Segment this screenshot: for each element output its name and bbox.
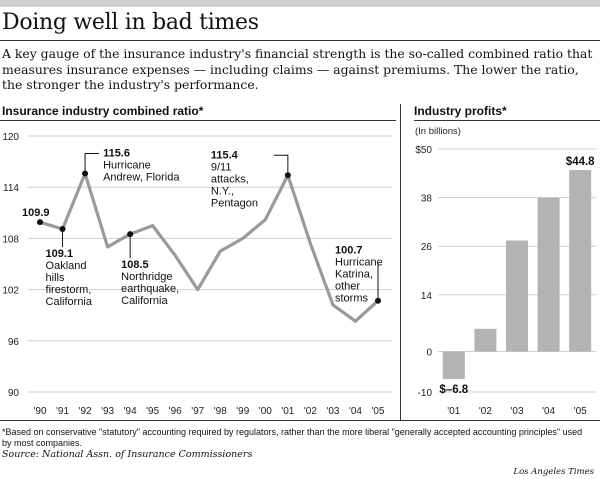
bar-data-label: $–6.8	[439, 384, 468, 396]
y-tick-label: 114	[3, 183, 19, 194]
x-tick-label: '05	[574, 406, 587, 417]
credit-line: Los Angeles Times	[513, 467, 594, 477]
bar-data-label: $44.8	[566, 156, 595, 168]
annotation-text: Katrina,	[335, 269, 373, 281]
data-label: 109.1	[46, 248, 74, 260]
combined-ratio-line-chart: 90 96 102 108 114 120 '90 '91 '92 '93 '94 '95 '96 '97…	[2, 132, 392, 417]
profit-bar	[442, 351, 465, 380]
data-point	[59, 226, 66, 233]
data-point	[82, 170, 89, 177]
x-tick-label: '01	[281, 406, 294, 417]
x-tick-label: '02	[304, 406, 317, 417]
annotation-text: N.Y.,	[211, 185, 234, 197]
source-line: Source: National Assn. of Insurance Comm…	[2, 449, 253, 460]
x-tick-label: '04	[349, 406, 362, 417]
profit-bar	[506, 240, 528, 352]
top-band	[0, 0, 600, 7]
annotation-text: Oakland	[46, 260, 87, 272]
annotation-leader	[273, 154, 289, 174]
y-tick-label: 26	[421, 242, 433, 253]
x-tick-label: '99	[236, 406, 249, 417]
y-tick-label: 102	[2, 286, 19, 297]
x-tick-label: '00	[259, 406, 272, 417]
industry-profits-bar-chart: (In billions) $50 38 26 14 0 -10 '01 '02 '03 '04 '0…	[415, 126, 596, 417]
annotation-text: Andrew, Florida	[103, 172, 180, 184]
y-tick-label: 96	[8, 337, 20, 348]
annotation-text: Pentagon	[211, 197, 258, 209]
combined-ratio-series-line	[39, 171, 380, 323]
x-tick-label: '95	[146, 406, 159, 417]
footnote: *Based on conservative "statutory" accou…	[2, 427, 583, 448]
y-tick-label: $50	[415, 145, 432, 156]
bar-chart-title: Industry profits*	[414, 104, 507, 118]
y-tick-label: -10	[418, 388, 433, 399]
x-tick-label: '90	[33, 406, 46, 417]
x-tick-label: '03	[510, 406, 523, 417]
x-tick-label: '04	[542, 406, 555, 417]
data-label: 108.5	[121, 259, 149, 271]
x-tick-label: '02	[479, 406, 492, 417]
profit-bar	[569, 170, 592, 352]
annotation-text: Hurricane	[103, 160, 151, 172]
annotation-text: 9/11	[211, 161, 232, 173]
annotation-leader	[84, 153, 100, 172]
data-label: 115.4	[211, 149, 239, 161]
data-point	[37, 219, 43, 226]
x-tick-label: '94	[124, 406, 137, 417]
annotation-text: attacks,	[211, 173, 249, 185]
profit-bar	[537, 197, 560, 352]
headline: Doing well in bad times	[2, 10, 259, 35]
annotation-text: earthquake,	[121, 283, 179, 295]
x-tick-label: '98	[214, 406, 227, 417]
x-tick-label: '03	[326, 406, 339, 417]
x-tick-label: '01	[447, 406, 460, 417]
panel-divider	[400, 104, 401, 420]
x-tick-label: '93	[101, 406, 114, 417]
line-chart-title: Insurance industry combined ratio*	[2, 104, 204, 118]
y-tick-label: 0	[426, 348, 432, 359]
data-point	[284, 172, 291, 179]
y-tick-label: 14	[421, 291, 433, 302]
annotation-text: Northridge	[121, 271, 172, 283]
x-tick-label: '91	[56, 406, 69, 417]
annotation-text: storms	[335, 293, 369, 305]
data-label: 109.9	[22, 207, 50, 219]
annotation-text: California	[46, 296, 93, 308]
line-chart-rule	[0, 120, 396, 121]
annotation-text: Hurricane	[335, 257, 383, 269]
data-label: 100.7	[335, 245, 363, 257]
x-tick-label: '96	[169, 406, 182, 417]
annotation-text: other	[335, 281, 360, 293]
annotation-text: California	[121, 295, 168, 307]
bar-chart-rule	[414, 120, 600, 121]
footer-rule	[0, 420, 600, 421]
annotation-text: hills	[46, 272, 65, 284]
data-point	[127, 231, 134, 238]
annotation-text: firestorm,	[46, 284, 92, 296]
unit-note: (In billions)	[415, 126, 461, 137]
profit-bar	[474, 328, 497, 352]
x-tick-label: '92	[79, 406, 92, 417]
intro-text: A key gauge of the insurance industry's …	[2, 46, 593, 92]
data-label: 115.6	[103, 148, 130, 160]
y-tick-label: 38	[421, 194, 433, 205]
data-point	[375, 297, 381, 304]
headline-rule	[0, 40, 600, 41]
x-tick-label: '97	[191, 406, 204, 417]
x-tick-label: '05	[371, 406, 384, 417]
y-tick-label: 108	[2, 234, 19, 245]
y-tick-label: 120	[2, 132, 19, 143]
y-tick-label: 90	[8, 388, 20, 399]
